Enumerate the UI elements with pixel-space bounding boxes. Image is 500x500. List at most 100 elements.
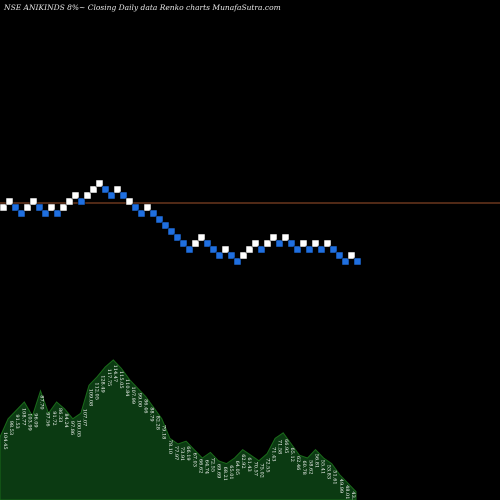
renko-brick-41: [245, 245, 254, 254]
renko-brick-3: [17, 209, 26, 218]
renko-brick-36: [215, 251, 224, 260]
volume-label-13: 107.07: [81, 409, 87, 427]
renko-brick-6: [35, 203, 44, 212]
renko-brick-38: [227, 251, 236, 260]
volume-label-47: 65.12: [289, 448, 295, 462]
volume-label-50: 58.62: [307, 460, 313, 474]
volume-label-51: 56.81: [313, 454, 319, 468]
volume-label-44: 71.43: [271, 447, 277, 461]
renko-brick-55: [329, 245, 338, 254]
renko-brick-32: [191, 239, 200, 248]
volume-label-4: 103.99: [26, 413, 32, 431]
volume-label-43: 72.55: [265, 458, 271, 472]
volume-label-54: 51.61: [332, 470, 338, 484]
volume-label-28: 77.97: [173, 446, 179, 460]
volume-label-32: 66.62: [197, 459, 203, 473]
volume-label-41: 70.57: [252, 462, 258, 476]
volume-label-57: 43.54: [350, 491, 356, 500]
volume-label-42: 75.02: [258, 464, 264, 478]
renko-brick-27: [161, 221, 170, 230]
volume-label-6: 87.70: [39, 395, 45, 409]
renko-brick-56: [335, 251, 344, 260]
volume-label-39: 62.92: [240, 454, 246, 468]
renko-brick-9: [53, 209, 62, 218]
renko-brick-10: [59, 203, 68, 212]
volume-label-22: 99.00: [136, 393, 142, 407]
renko-brick-4: [23, 203, 32, 212]
renko-brick-28: [167, 227, 176, 236]
renko-brick-12: [71, 191, 80, 200]
renko-brick-0: [0, 203, 8, 212]
renko-brick-40: [239, 251, 248, 260]
volume-label-21: 107.99: [130, 387, 136, 405]
renko-brick-5: [29, 197, 38, 206]
renko-bricks: [0, 179, 362, 266]
volume-label-0: 104.45: [2, 432, 8, 450]
volume-label-48: 62.46: [295, 456, 301, 470]
renko-brick-46: [275, 239, 284, 248]
volume-label-3: 108.77: [20, 408, 26, 426]
volume-label-20: 110.84: [124, 379, 130, 397]
volume-label-24: 88.79: [149, 407, 155, 421]
renko-brick-49: [293, 245, 302, 254]
volume-label-46: 66.95: [283, 439, 289, 453]
renko-brick-21: [125, 197, 134, 206]
renko-brick-14: [83, 191, 92, 200]
chart-header: NSE ANIKINDS 8%~ Closing Daily data Renk…: [3, 3, 281, 12]
volume-label-36: 68.21: [222, 467, 228, 481]
renko-brick-53: [317, 245, 326, 254]
volume-label-33: 64.74: [204, 460, 210, 474]
renko-brick-30: [179, 239, 188, 248]
volume-label-14: 109.08: [88, 389, 94, 407]
renko-brick-35: [209, 245, 218, 254]
renko-brick-39: [233, 257, 242, 266]
volume-label-16: 128.49: [100, 375, 106, 393]
volume-label-56: 48.01: [344, 485, 350, 499]
renko-brick-19: [113, 185, 122, 194]
renko-brick-37: [221, 245, 230, 254]
renko-brick-8: [47, 203, 56, 212]
renko-brick-13: [77, 197, 86, 206]
renko-brick-20: [119, 191, 128, 200]
volume-label-23: 86.46: [142, 399, 148, 413]
renko-brick-45: [269, 233, 278, 242]
volume-label-25: 82.28: [155, 416, 161, 430]
renko-brick-18: [107, 191, 116, 200]
volume-label-5: 96.09: [33, 413, 39, 427]
renko-brick-2: [11, 203, 20, 212]
renko-brick-29: [173, 233, 182, 242]
volume-label-26: 79.18: [161, 425, 167, 439]
renko-brick-17: [101, 185, 110, 194]
renko-brick-51: [305, 245, 314, 254]
volume-label-18: 114.47: [112, 365, 118, 383]
renko-brick-26: [155, 215, 164, 224]
volume-label-52: 55.41: [320, 460, 326, 474]
renko-brick-15: [89, 185, 98, 194]
volume-label-29: 73.91: [179, 447, 185, 461]
renko-brick-23: [137, 209, 146, 218]
renko-brick-54: [323, 239, 332, 248]
volume-label-31: 67.03: [191, 453, 197, 467]
volume-label-17: 117.75: [106, 369, 112, 387]
volume-label-53: 53.83: [326, 465, 332, 479]
renko-brick-34: [203, 239, 212, 248]
volume-area: [0, 359, 357, 500]
volume-label-7: 97.56: [45, 412, 51, 426]
volume-label-30: 66.19: [185, 446, 191, 460]
volume-label-55: 49.99: [338, 479, 344, 493]
renko-brick-57: [341, 257, 350, 266]
volume-label-37: 65.01: [228, 465, 234, 479]
renko-brick-50: [299, 239, 308, 248]
renko-brick-42: [251, 239, 260, 248]
volume-label-15: 112.05: [94, 382, 100, 400]
volume-label-49: 60.78: [301, 461, 307, 475]
renko-brick-22: [131, 203, 140, 212]
volume-label-38: 64.05: [234, 461, 240, 475]
volume-label-19: 115.05: [118, 371, 124, 389]
renko-brick-33: [197, 233, 206, 242]
renko-brick-16: [95, 179, 104, 188]
volume-silhouette: [0, 359, 357, 500]
renko-brick-47: [281, 233, 290, 242]
renko-brick-31: [185, 245, 194, 254]
